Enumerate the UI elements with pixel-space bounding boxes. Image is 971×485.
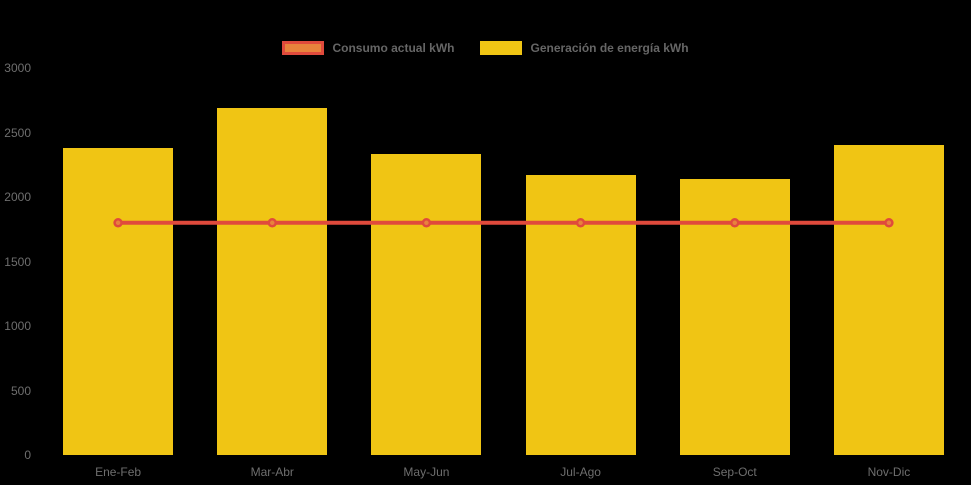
y-tick-label: 500 xyxy=(10,383,31,398)
x-axis: Ene-Feb Mar-Abr May-Jun Jul-Ago Sep-Oct Nov-D… xyxy=(41,465,966,481)
y-axis: 0 500 1000 1500 2000 2500 3000 xyxy=(0,0,31,485)
line-point-Sep-Oct[interactable] xyxy=(730,218,740,228)
y-tick-label: 0 xyxy=(24,448,31,462)
legend-label-consumo: Consumo actual kWh xyxy=(332,41,455,55)
chart-legend: Consumo actual kWh Generación de energía… xyxy=(0,40,971,56)
legend-label-generacion: Generación de energía kWh xyxy=(530,41,689,55)
line-point-Nov-Dic[interactable] xyxy=(884,218,894,228)
y-tick-label: 2000 xyxy=(4,190,31,204)
y-tick-label: 3000 xyxy=(4,61,31,75)
bar-May-Jun[interactable] xyxy=(371,154,482,455)
bar-Ene-Feb[interactable] xyxy=(63,147,174,455)
legend-item-generacion[interactable]: Generación de energía kWh xyxy=(480,41,689,55)
legend-swatch-line-icon xyxy=(282,41,325,55)
line-point-Jul-Ago[interactable] xyxy=(575,218,586,228)
x-tick-label: Nov-Dic xyxy=(867,465,911,479)
legend-item-consumo[interactable]: Consumo actual kWh xyxy=(282,41,454,55)
x-tick-label: Ene-Feb xyxy=(95,465,142,479)
bar-Mar-Abr[interactable] xyxy=(217,108,328,455)
plot-area xyxy=(41,68,966,455)
line-point-Mar-Abr[interactable] xyxy=(267,218,277,228)
line-point-May-Jun[interactable] xyxy=(421,218,432,228)
x-tick-label: Mar-Abr xyxy=(250,465,294,479)
x-tick-label: Jul-Ago xyxy=(560,465,601,479)
y-tick-label: 2500 xyxy=(4,125,31,140)
line-point-Ene-Feb[interactable] xyxy=(113,218,123,228)
legend-swatch-bar-icon xyxy=(480,41,523,55)
consumption-line-layer xyxy=(113,218,894,228)
y-tick-label: 1500 xyxy=(4,254,31,269)
y-tick-label: 1000 xyxy=(4,319,31,333)
x-tick-label: Sep-Oct xyxy=(712,465,757,479)
x-tick-label: May-Jun xyxy=(403,465,450,479)
bar-Nov-Dic[interactable] xyxy=(833,145,944,455)
